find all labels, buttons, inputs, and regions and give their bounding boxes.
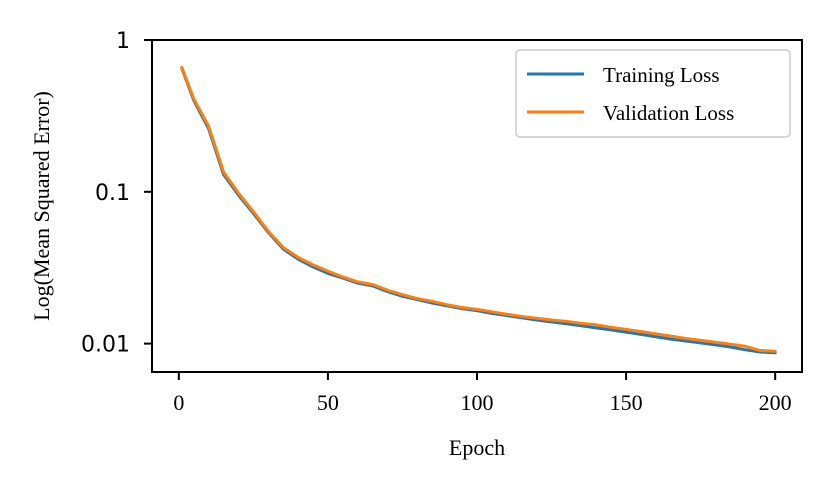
x-tick-label-150: 150 [610, 390, 643, 415]
plot-frame [151, 39, 803, 373]
x-tick-label-100: 100 [461, 390, 494, 415]
series-layer [180, 65, 777, 355]
x-tick-label-0: 0 [173, 390, 184, 415]
x-tick-label-200: 200 [759, 390, 792, 415]
series-line-validation-loss [180, 65, 777, 353]
y-tick-label-0-01: 0.01 [81, 333, 130, 358]
legend-label-validation-loss: Validation Loss [603, 101, 734, 125]
y-axis-label: Log(Mean Squared Error) [29, 91, 54, 321]
legend-label-training-loss: Training Loss [603, 63, 720, 87]
y-tick-label-0-1: 0.1 [95, 181, 130, 206]
legend-box [515, 49, 791, 138]
x-tick-label-50: 50 [317, 390, 339, 415]
ticks-layer: 0 50 100 150 200 1 0.1 0.01 [81, 29, 792, 415]
y-tick-label-1: 1 [116, 29, 130, 54]
x-axis-label: Epoch [449, 435, 505, 460]
legend: Training Loss Validation Loss [515, 49, 791, 138]
